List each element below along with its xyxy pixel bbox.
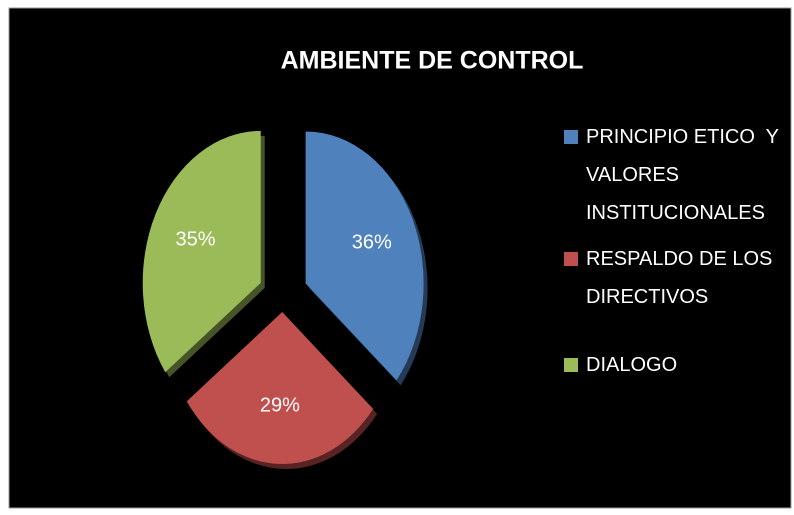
chart-title: AMBIENTE DE CONTROL <box>281 47 584 75</box>
legend-item: PRINCIPIO ETICO Y VALORES INSTITUCIONALE… <box>562 118 790 232</box>
legend-label: DIALOGO <box>586 354 678 376</box>
data-label: 36% <box>352 232 392 254</box>
legend-swatch <box>564 130 578 144</box>
legend: PRINCIPIO ETICO Y VALORES INSTITUCIONALE… <box>562 118 790 392</box>
legend-item: RESPALDO DE LOS DIRECTIVOS <box>562 240 790 316</box>
legend-swatch <box>564 358 578 372</box>
legend-swatch <box>564 252 578 266</box>
pie-slice <box>305 131 424 381</box>
pie-slice <box>142 130 261 373</box>
legend-label: PRINCIPIO ETICO Y VALORES INSTITUCIONALE… <box>586 126 785 224</box>
legend-label: RESPALDO DE LOS DIRECTIVOS <box>586 248 778 308</box>
data-label: 29% <box>260 394 300 416</box>
legend-item: DIALOGO <box>562 346 790 384</box>
pie-slice <box>186 311 374 464</box>
data-label: 35% <box>176 228 216 250</box>
